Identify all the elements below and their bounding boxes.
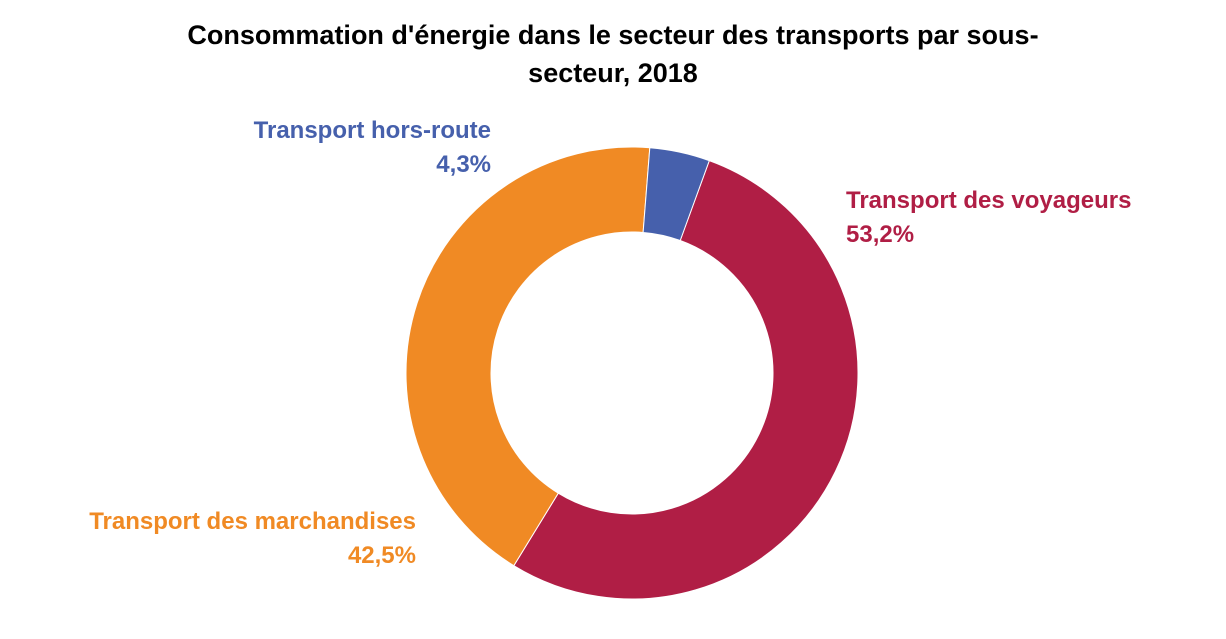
slice-name-marchandises: Transport des marchandises [89,508,416,535]
slice-label-hors-route: Transport hors-route 4,3% [254,114,491,182]
slice-value-hors-route: 4,3% [436,151,491,178]
slice-name-voyageurs: Transport des voyageurs [846,187,1132,214]
slice-value-marchandises: 42,5% [347,542,416,569]
donut-slice-hors-route [642,147,710,242]
donut-slice-marchandises [405,146,651,567]
slice-value-voyageurs: 53,2% [846,221,915,248]
donut-slice-voyageurs [513,159,859,600]
slice-name-hors-route: Transport hors-route [253,117,491,144]
chart-title: Consommation d'énergie dans le secteur d… [100,16,1126,92]
chart-title-line-1: Consommation d'énergie dans le secteur d… [187,20,1039,50]
slice-label-voyageurs: Transport des voyageurs 53,2% [846,184,1131,252]
chart-title-line-2: secteur, 2018 [528,58,698,88]
slice-label-marchandises: Transport des marchandises 42,5% [89,505,416,573]
